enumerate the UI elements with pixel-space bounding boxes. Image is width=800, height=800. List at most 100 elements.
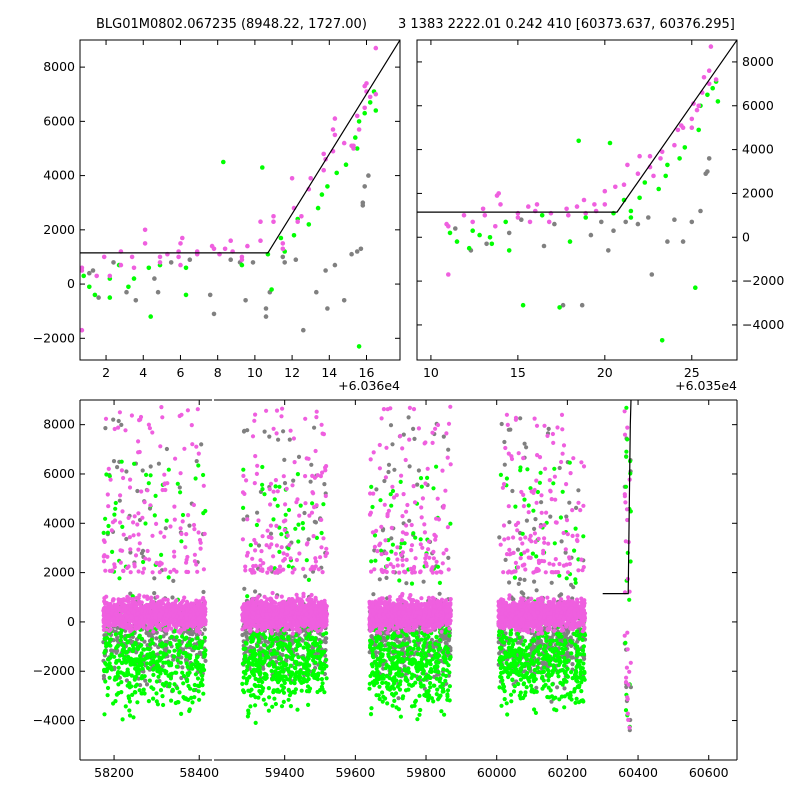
data-point <box>242 586 247 591</box>
data-point <box>298 678 303 684</box>
data-point <box>562 642 567 647</box>
data-point <box>559 592 564 597</box>
data-point <box>532 579 537 584</box>
data-point <box>277 655 282 660</box>
data-point <box>378 498 383 503</box>
data-point <box>321 151 327 157</box>
data-point <box>168 260 174 265</box>
data-point <box>663 173 668 179</box>
data-point <box>281 636 286 641</box>
data-point <box>275 503 280 508</box>
data-point <box>434 664 439 669</box>
data-point <box>443 640 448 646</box>
data-point <box>128 607 133 612</box>
data-point <box>534 554 539 559</box>
data-point <box>261 697 266 702</box>
data-point <box>388 685 393 690</box>
data-point <box>152 576 157 581</box>
data-point <box>531 661 536 666</box>
data-point <box>582 633 588 638</box>
data-point <box>625 162 630 168</box>
data-point <box>551 481 556 486</box>
data-point <box>119 634 124 639</box>
data-point <box>522 497 527 502</box>
data-point <box>188 686 193 691</box>
data-point <box>195 636 200 641</box>
data-point <box>172 549 177 554</box>
data-point <box>551 649 556 654</box>
data-point <box>423 651 428 656</box>
data-point <box>263 702 268 707</box>
model-curve <box>80 40 400 254</box>
y-tick-label: 4000 <box>742 142 774 157</box>
data-point <box>441 667 446 672</box>
data-point <box>575 679 580 684</box>
data-point <box>385 701 390 706</box>
data-point <box>412 436 417 441</box>
data-point <box>228 257 233 263</box>
data-point <box>164 446 169 452</box>
data-point <box>190 637 195 642</box>
data-point <box>262 429 267 434</box>
data-point <box>416 468 421 473</box>
data-point <box>545 667 550 673</box>
data-point <box>120 717 125 722</box>
data-point <box>239 254 245 260</box>
data-point <box>190 700 195 705</box>
data-point <box>506 663 511 668</box>
data-point <box>319 192 325 197</box>
data-point <box>135 700 140 705</box>
data-point <box>148 473 153 478</box>
data-point <box>174 635 179 640</box>
data-point <box>109 528 114 533</box>
data-point <box>461 213 467 218</box>
data-point <box>413 698 418 704</box>
data-point <box>180 619 185 624</box>
data-point <box>160 641 165 646</box>
data-point <box>152 654 157 659</box>
data-point <box>305 673 310 678</box>
data-point <box>371 655 376 660</box>
y-tick-label: 2000 <box>742 185 774 200</box>
data-point <box>557 573 562 578</box>
data-point <box>199 606 204 611</box>
data-point <box>158 634 163 640</box>
data-point <box>116 418 121 424</box>
data-point <box>393 666 398 671</box>
data-point <box>202 627 207 632</box>
data-point <box>294 670 299 675</box>
data-point <box>289 176 295 181</box>
data-point <box>168 676 173 681</box>
data-point <box>574 653 579 658</box>
data-point <box>694 107 700 113</box>
data-point <box>508 692 514 697</box>
data-point <box>325 184 330 189</box>
data-point <box>390 703 395 708</box>
data-point <box>124 469 129 474</box>
data-point <box>436 697 441 702</box>
data-point <box>572 548 577 553</box>
data-point <box>504 701 509 706</box>
data-point <box>176 700 181 705</box>
data-point <box>222 246 228 252</box>
data-point <box>193 620 198 626</box>
data-point <box>119 459 124 464</box>
data-point <box>512 575 518 580</box>
data-point <box>550 638 555 643</box>
data-point <box>101 530 106 536</box>
data-point <box>191 688 196 693</box>
data-point <box>137 662 142 667</box>
data-point <box>310 501 315 506</box>
data-point <box>437 653 442 658</box>
data-point <box>624 454 629 459</box>
data-point <box>103 679 108 684</box>
data-point <box>566 213 571 218</box>
data-point <box>370 648 375 653</box>
data-point <box>246 688 251 693</box>
data-point <box>672 142 677 148</box>
data-point <box>201 472 206 478</box>
data-point <box>202 635 207 640</box>
data-point <box>118 612 123 618</box>
data-point <box>299 214 304 219</box>
data-point <box>244 641 249 646</box>
